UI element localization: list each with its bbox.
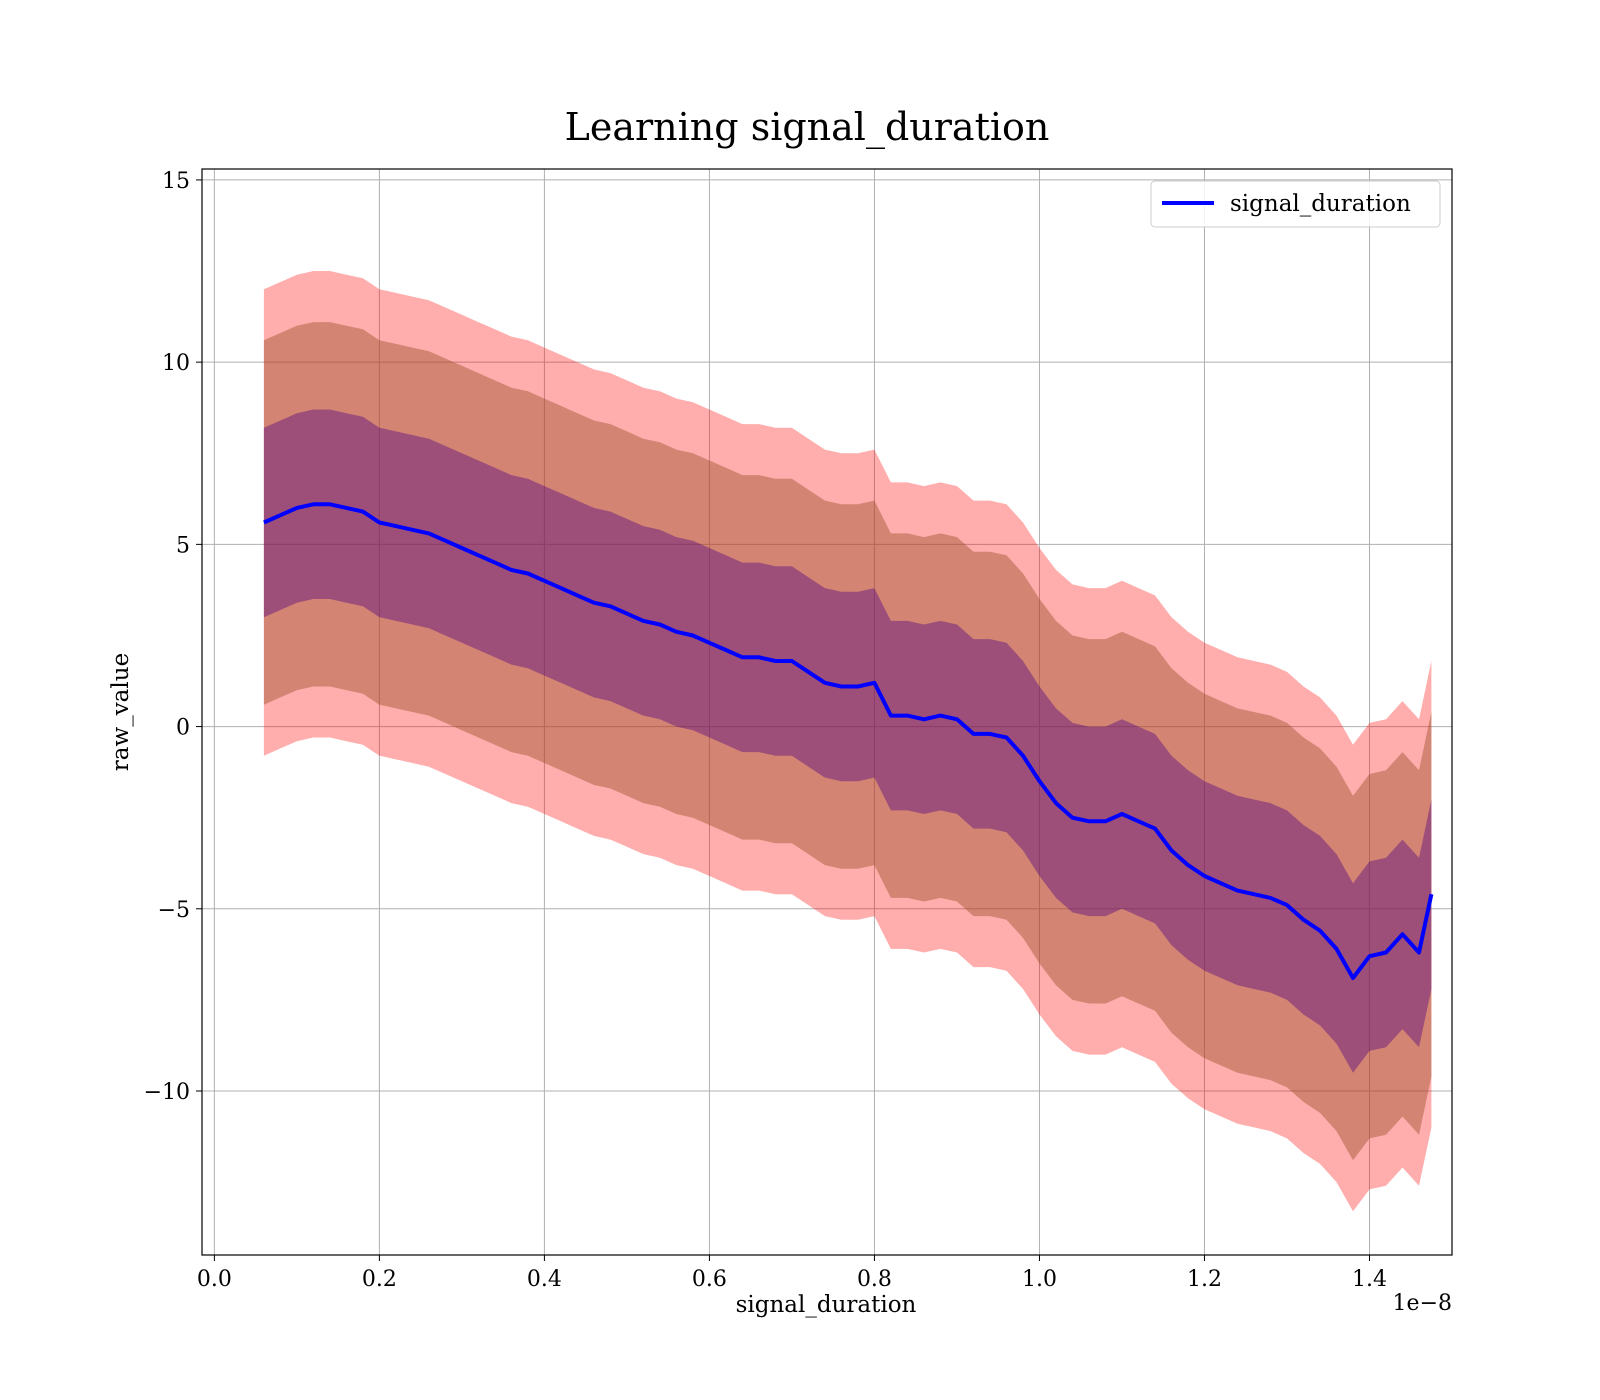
- x-tick-label: 0.4: [527, 1267, 562, 1292]
- band-middle: [263, 322, 1432, 1161]
- y-tick-label: 15: [162, 169, 190, 194]
- plot-frame: [201, 168, 1453, 1256]
- x-tick-label: 0.0: [197, 1267, 232, 1292]
- band-outer: [263, 271, 1432, 1212]
- grid: [202, 169, 1452, 1255]
- y-axis-label: raw_value: [108, 653, 134, 771]
- x-axis-label: signal_duration: [736, 1292, 917, 1318]
- x-tick-label: 0.6: [692, 1267, 727, 1292]
- axis-ticks: 0.0 0.2 0.4 0.6 0.8 1.0 1.2 1.4 −10 −5 0 5 10 15: [144, 169, 1387, 1292]
- y-tick-label: −10: [144, 1080, 190, 1105]
- x-tick-label: 1.0: [1022, 1267, 1057, 1292]
- y-tick-label: 0: [176, 716, 190, 741]
- y-tick-label: 10: [162, 351, 190, 376]
- confidence-bands: [263, 271, 1432, 1212]
- legend: signal_duration: [1150, 180, 1441, 228]
- legend-box: [1150, 180, 1441, 228]
- y-tick-label: 5: [176, 533, 190, 558]
- chart-title: Learning signal_duration: [565, 105, 1050, 150]
- band-inner: [263, 409, 1432, 1073]
- x-offset-label: 1e−8: [1393, 1291, 1452, 1316]
- y-tick-label: −5: [158, 898, 190, 923]
- x-tick-label: 0.2: [362, 1267, 397, 1292]
- x-tick-label: 1.4: [1352, 1267, 1387, 1292]
- series-line: [263, 502, 1434, 980]
- x-tick-label: 1.2: [1187, 1267, 1222, 1292]
- legend-label: signal_duration: [1230, 191, 1411, 217]
- x-tick-label: 0.8: [857, 1267, 892, 1292]
- series-lines: [263, 502, 1434, 980]
